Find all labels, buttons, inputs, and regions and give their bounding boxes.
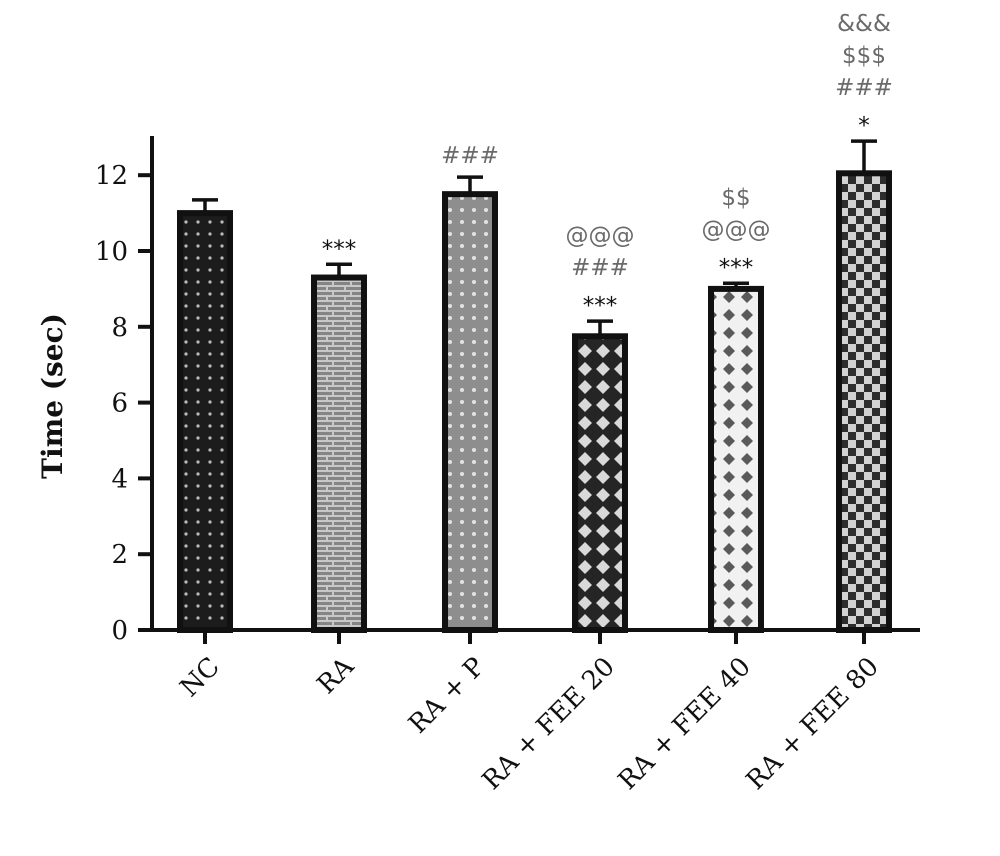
bar-ra-fee-40	[708, 285, 764, 633]
x-tick-label: NC	[175, 652, 226, 703]
bar-nc	[177, 210, 233, 633]
bar-ra-fee-20	[572, 333, 628, 633]
y-tick-label: 8	[111, 313, 128, 343]
significance-label: *	[858, 113, 870, 139]
significance-label: ***	[719, 255, 754, 281]
y-tick-label: 6	[111, 389, 128, 419]
y-tick-label: 0	[111, 616, 128, 646]
significance-label: $$	[721, 185, 750, 211]
y-tick-label: 2	[111, 540, 128, 570]
x-tick-label: RA + P	[403, 652, 491, 740]
y-tick-label: 12	[95, 161, 128, 191]
significance-label: &&&	[837, 11, 891, 37]
significance-label: ###	[835, 75, 893, 101]
y-tick-label: 4	[111, 464, 128, 494]
significance-label: ###	[441, 143, 499, 169]
significance-label: @@@	[702, 217, 771, 243]
bar-ra-p	[442, 191, 498, 633]
significance-label: ###	[571, 255, 629, 281]
y-axis-label: Time (sec)	[36, 313, 69, 479]
significance-label: $$$	[842, 43, 886, 69]
bars: *** ### @@@ ### *** $$ @@@ *** &&& $$$ ### *	[177, 11, 893, 633]
significance-label: @@@	[566, 223, 635, 249]
x-tick-label: RA + FEE 80	[741, 652, 885, 796]
significance-label: ***	[583, 293, 618, 319]
x-tick-label: RA + FEE 20	[477, 652, 621, 796]
y-tick-label: 10	[95, 237, 128, 267]
bar-ra	[311, 274, 367, 633]
y-axis: 0 2 4 6 8 10 12	[95, 136, 154, 646]
x-tick-label: RA	[312, 651, 361, 700]
x-tick-label: RA + FEE 40	[613, 652, 757, 796]
significance-label: ***	[322, 236, 357, 262]
bar-ra-fee-80	[836, 170, 892, 633]
